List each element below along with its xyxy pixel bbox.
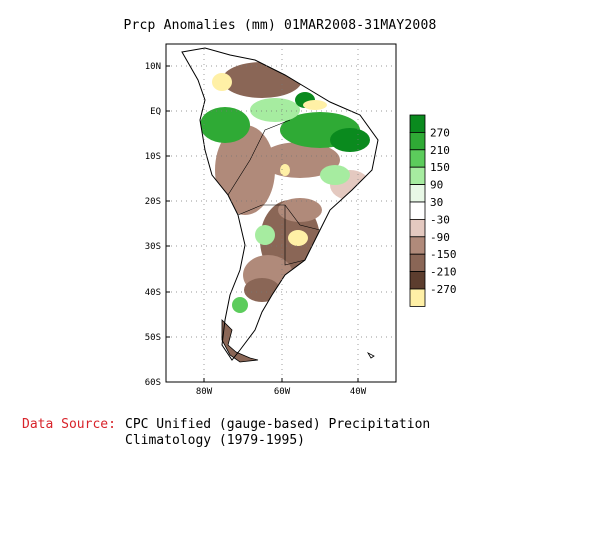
lon-label: 60W (274, 387, 291, 397)
lat-label: 30S (145, 242, 161, 252)
colorbar-label: -270 (430, 283, 457, 296)
lat-label: 50S (145, 333, 161, 343)
data-source-label: Data Source: (22, 417, 116, 432)
colorbar-swatch (409, 288, 426, 307)
gridlines (166, 44, 396, 382)
colorbar-swatch (409, 114, 426, 133)
colorbar-label: -30 (430, 213, 450, 226)
lat-label: 60S (145, 378, 161, 388)
colorbar-label: 150 (430, 161, 450, 174)
lat-label: 40S (145, 288, 161, 298)
colorbar-label: 270 (430, 126, 450, 139)
lon-label: 80W (196, 387, 213, 397)
colorbar-swatch (409, 271, 426, 290)
data-source-text: CPC Unified (gauge-based) Precipitation … (125, 417, 431, 448)
coastline (181, 47, 379, 361)
lon-label: 40W (350, 387, 367, 397)
colorbar: 270 210 150 90 30 -30 -90 -150 -210 -270 (409, 114, 457, 307)
colorbar-swatch (409, 253, 426, 272)
colorbar-label: -90 (430, 231, 450, 244)
colorbar-swatch (409, 149, 426, 168)
colorbar-label: -150 (430, 248, 457, 261)
colorbar-swatch (409, 236, 426, 255)
colorbar-swatch (409, 184, 426, 203)
colorbar-label: -210 (430, 266, 457, 279)
lat-label: 20S (145, 197, 161, 207)
colorbar-swatch (409, 131, 426, 151)
lat-label: 10N (145, 62, 161, 72)
lat-label: EQ (150, 107, 161, 117)
colorbar-label: 210 (430, 144, 450, 157)
colorbar-swatch (409, 201, 426, 220)
lat-label: 10S (145, 152, 161, 162)
colorbar-label: 30 (430, 196, 443, 209)
colorbar-label: 90 (430, 179, 443, 192)
colorbar-swatch (409, 218, 426, 238)
colorbar-swatch (409, 166, 426, 185)
map-title: Prcp Anomalies (mm) 01MAR2008-31MAY2008 (123, 18, 437, 33)
